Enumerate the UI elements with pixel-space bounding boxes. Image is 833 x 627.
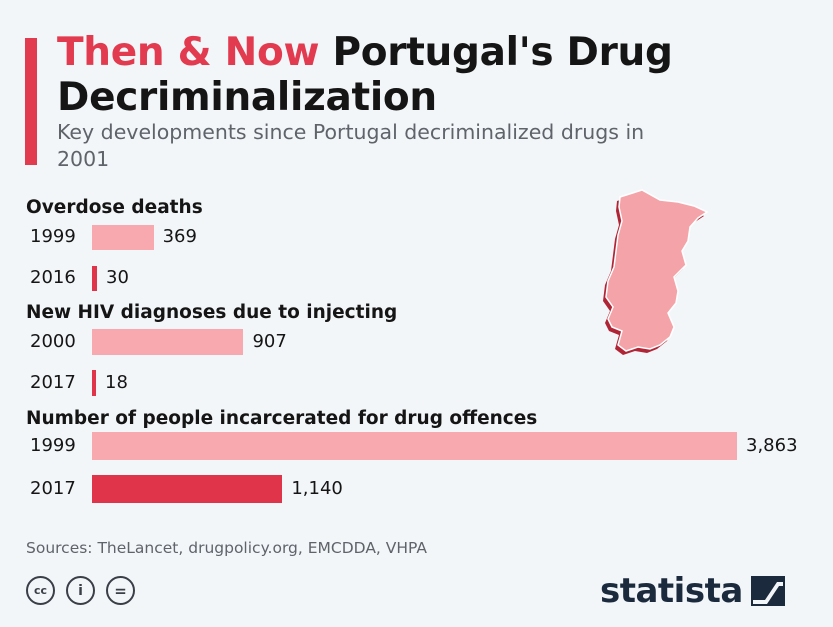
license-icons: cc i = bbox=[26, 576, 135, 605]
value-label: 30 bbox=[106, 267, 129, 288]
year-label: 1999 bbox=[30, 435, 76, 456]
year-label: 2017 bbox=[30, 478, 76, 499]
title-accent-bar bbox=[25, 38, 37, 165]
year-label: 1999 bbox=[30, 226, 76, 247]
title-highlight: Then & Now bbox=[57, 30, 320, 75]
statista-logo-icon bbox=[750, 576, 785, 606]
bar-overdose-1999 bbox=[92, 224, 154, 250]
value-label: 1,140 bbox=[291, 478, 343, 499]
statista-wordmark: statista bbox=[600, 571, 743, 611]
bar-hiv-2017 bbox=[92, 370, 96, 396]
value-label: 18 bbox=[105, 372, 128, 393]
year-label: 2016 bbox=[30, 267, 76, 288]
bar-incarcerated-1999 bbox=[92, 432, 737, 460]
year-label: 2000 bbox=[30, 331, 76, 352]
bar-incarcerated-2017 bbox=[92, 475, 283, 503]
sources-note: Sources: TheLancet, drugpolicy.org, EMCD… bbox=[26, 539, 427, 557]
no-derivatives-icon[interactable]: = bbox=[106, 576, 135, 605]
value-label: 369 bbox=[162, 226, 197, 247]
year-label: 2017 bbox=[30, 372, 76, 393]
section-label-incarcerated: Number of people incarcerated for drug o… bbox=[26, 408, 538, 429]
portugal-map-icon bbox=[603, 189, 709, 355]
statista-logo[interactable]: statista bbox=[600, 573, 785, 609]
page-title: Then & Now Portugal's Drug Decriminaliza… bbox=[57, 30, 757, 120]
bar-hiv-2000 bbox=[92, 329, 244, 355]
attribution-icon[interactable]: i bbox=[66, 576, 95, 605]
section-label-overdose: Overdose deaths bbox=[26, 197, 203, 218]
section-label-hiv: New HIV diagnoses due to injecting bbox=[26, 302, 398, 323]
title-rest: Portugal's Drug Decriminalization bbox=[57, 30, 673, 120]
page-subtitle: Key developments since Portugal decrimin… bbox=[57, 120, 645, 171]
value-label: 3,863 bbox=[746, 435, 798, 456]
cc-icon[interactable]: cc bbox=[26, 576, 55, 605]
value-label: 907 bbox=[252, 331, 287, 352]
bar-overdose-2016 bbox=[92, 265, 97, 291]
